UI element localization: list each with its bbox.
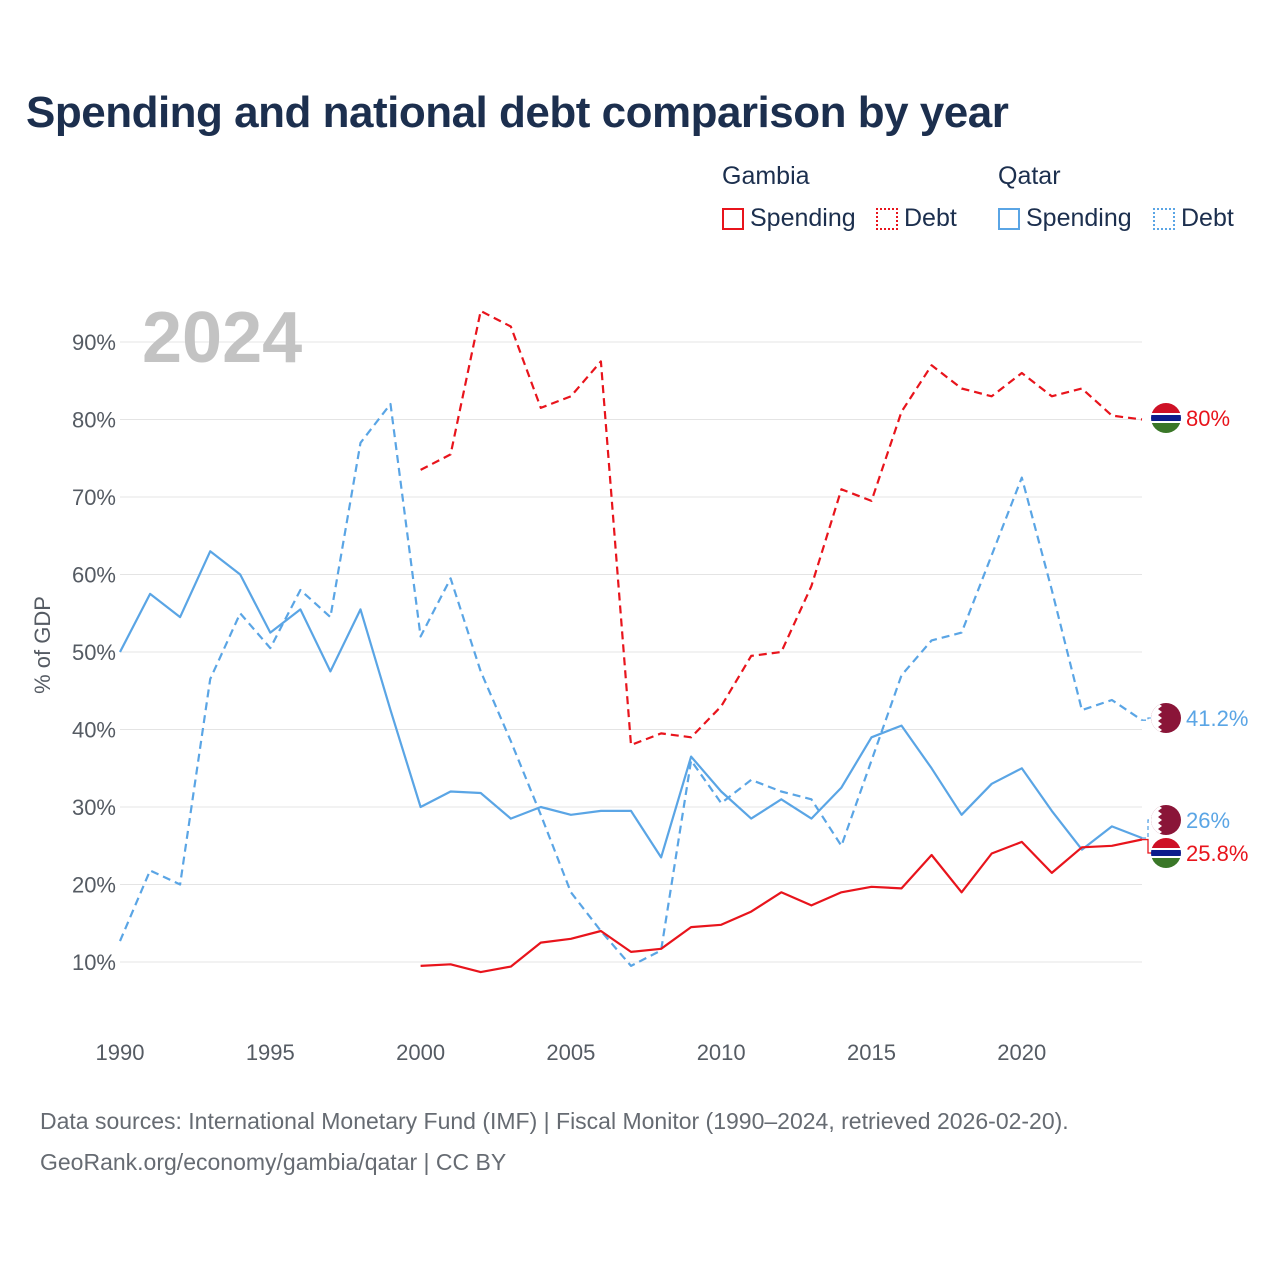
end-connector: [1142, 718, 1152, 720]
gambia-flag-icon: [1151, 403, 1181, 433]
x-tick-label: 2015: [847, 1040, 896, 1065]
end-label-gambia-spending: 25.8%: [1186, 841, 1248, 866]
x-tick-label: 1990: [96, 1040, 145, 1065]
x-tick-label: 2005: [546, 1040, 595, 1065]
end-label-qatar-spending: 26%: [1186, 808, 1230, 833]
end-connector: [1142, 820, 1152, 838]
gambia-spending-line[interactable]: [421, 840, 1142, 973]
end-label-qatar-debt: 41.2%: [1186, 706, 1248, 731]
y-tick-label: 80%: [72, 408, 116, 433]
qatar-debt-line[interactable]: [120, 404, 1142, 966]
qatar-flag-icon: [1151, 805, 1181, 835]
y-tick-label: 10%: [72, 950, 116, 975]
line-chart: 10% 20% 30% 40% 50% 60% 70% 80% 90% 2024 % of GD…: [0, 0, 1280, 1100]
y-tick-label: 70%: [72, 485, 116, 510]
x-tick-label: 2010: [697, 1040, 746, 1065]
x-tick-label: 1995: [246, 1040, 295, 1065]
gambia-debt-line[interactable]: [421, 311, 1142, 745]
gambia-flag-icon: [1151, 838, 1181, 868]
footer-credit[interactable]: GeoRank.org/economy/gambia/qatar | CC BY: [40, 1149, 506, 1176]
y-tick-label: 40%: [72, 718, 116, 743]
year-watermark: 2024: [142, 298, 302, 378]
qatar-spending-line[interactable]: [120, 551, 1142, 857]
y-tick-label: 60%: [72, 563, 116, 588]
end-connector: [1142, 840, 1152, 853]
y-tick-label: 90%: [72, 330, 116, 355]
y-tick-label: 30%: [72, 795, 116, 820]
x-tick-label: 2000: [396, 1040, 445, 1065]
footer-sources: Data sources: International Monetary Fun…: [40, 1108, 1069, 1135]
qatar-flag-icon: [1151, 703, 1181, 733]
y-tick-label: 20%: [72, 873, 116, 898]
end-label-gambia-debt: 80%: [1186, 406, 1230, 431]
y-axis-title: % of GDP: [30, 596, 55, 694]
y-tick-label: 50%: [72, 640, 116, 665]
x-tick-label: 2020: [997, 1040, 1046, 1065]
